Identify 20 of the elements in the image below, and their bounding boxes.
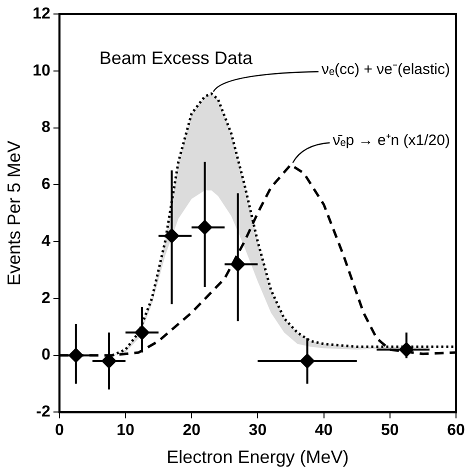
text: ν̄ₑp → e⁺n (x1/20): [332, 132, 450, 149]
y-tick-label: 12: [32, 5, 50, 22]
y-axis-title: Events Per 5 MeV: [4, 140, 24, 286]
x-tick-label: 0: [54, 422, 64, 440]
annotation: Beam Excess Data: [99, 48, 254, 68]
text: νₑ(cc) + νe⁻(elastic): [321, 60, 450, 78]
x-tick-label: 40: [314, 422, 333, 440]
x-tick-label: 10: [116, 422, 134, 440]
y-tick-label: 0: [41, 346, 50, 364]
x-tick-label: 60: [447, 422, 465, 440]
x-tick-label: 20: [182, 422, 201, 440]
y-tick-label: 8: [41, 119, 50, 136]
y-tick-label: 4: [41, 232, 50, 250]
x-tick-label: 50: [381, 422, 399, 440]
y-tick-label: 2: [41, 290, 50, 307]
y-tick-label: 10: [32, 62, 50, 80]
y-tick-label: -2: [36, 404, 50, 421]
x-axis-title: Electron Energy (MeV): [166, 447, 349, 468]
x-tick-label: 30: [248, 422, 267, 440]
y-tick-label: 6: [41, 176, 50, 194]
